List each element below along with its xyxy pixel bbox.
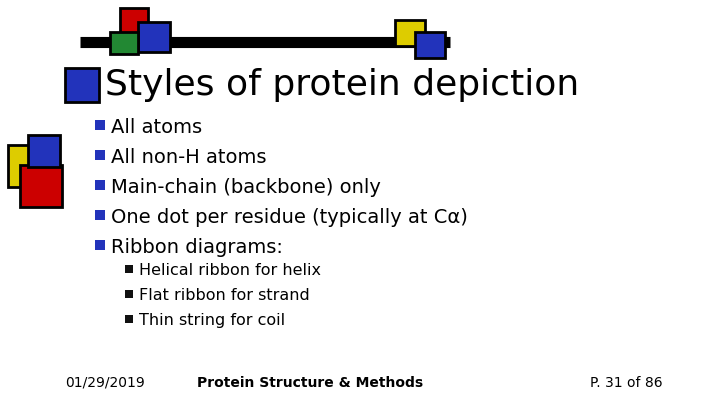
Bar [95,210,105,220]
Bar [65,68,99,102]
Text: All non-H atoms: All non-H atoms [111,148,266,167]
Bar [125,265,133,273]
Bar [125,315,133,323]
Bar [8,145,50,187]
Text: Thin string for coil: Thin string for coil [139,313,285,328]
Bar [95,240,105,250]
Text: 01/29/2019: 01/29/2019 [65,376,145,390]
Text: P. 31 of 86: P. 31 of 86 [590,376,662,390]
Bar [28,135,60,167]
Text: One dot per residue (typically at Cα): One dot per residue (typically at Cα) [111,208,468,227]
Text: Styles of protein depiction: Styles of protein depiction [105,68,580,102]
Text: Flat ribbon for strand: Flat ribbon for strand [139,288,310,303]
Text: Main-chain (backbone) only: Main-chain (backbone) only [111,178,381,197]
Bar [120,8,148,36]
Text: Ribbon diagrams:: Ribbon diagrams: [111,238,283,257]
Bar [95,150,105,160]
Bar [395,20,425,46]
Bar [95,120,105,130]
Bar [138,22,170,52]
Text: Protein Structure & Methods: Protein Structure & Methods [197,376,423,390]
Text: All atoms: All atoms [111,118,202,137]
Text: Helical ribbon for helix: Helical ribbon for helix [139,263,321,278]
Bar [125,290,133,298]
Bar [95,180,105,190]
Bar [20,165,62,207]
Bar [110,32,138,54]
Bar [415,32,445,58]
